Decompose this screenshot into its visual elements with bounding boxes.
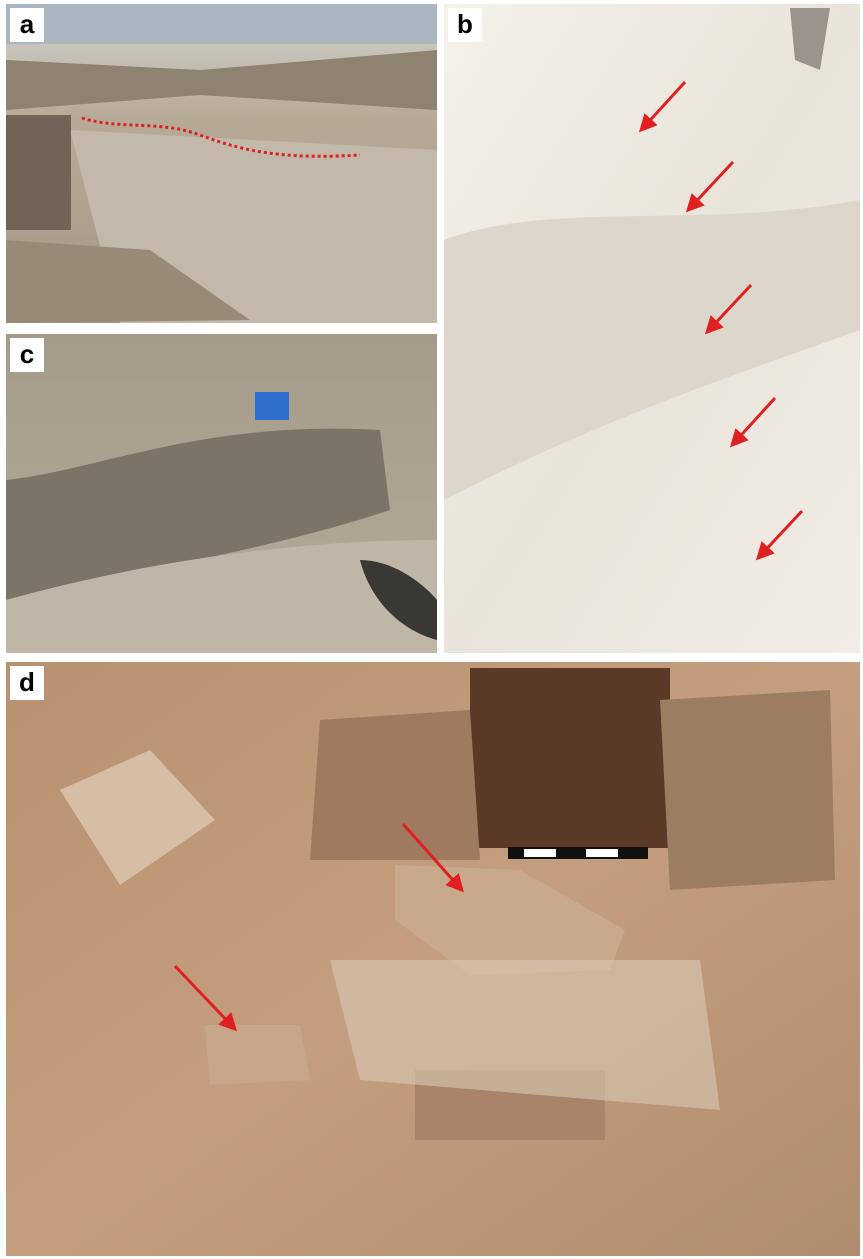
label-box <box>10 8 44 42</box>
wall <box>6 115 71 230</box>
arrow <box>638 80 687 133</box>
panel-label: d <box>19 667 35 697</box>
arrow <box>755 509 804 561</box>
label-box <box>10 338 44 372</box>
panel-a: a <box>6 4 437 323</box>
jar <box>660 690 835 890</box>
stones <box>6 240 250 323</box>
stones <box>6 428 390 600</box>
arrow <box>685 160 735 213</box>
label-box <box>448 8 482 42</box>
arrow <box>729 396 777 448</box>
panel-label: c <box>20 339 34 369</box>
block <box>60 750 215 885</box>
arrow <box>704 283 753 335</box>
panel-c: c <box>6 334 437 653</box>
rubble <box>6 50 437 110</box>
dotted-line <box>81 116 361 158</box>
slab <box>205 1025 310 1085</box>
arrow <box>173 964 238 1032</box>
scale-bar <box>508 847 648 859</box>
panel-label: b <box>457 9 473 39</box>
panel-label: a <box>20 9 35 39</box>
section <box>444 200 860 500</box>
floor <box>6 540 437 653</box>
panel-d: d <box>6 662 860 1256</box>
slab <box>395 865 625 975</box>
panel-b: b <box>444 4 860 653</box>
pit <box>470 668 670 848</box>
shadow <box>790 8 830 70</box>
shadow <box>360 560 437 640</box>
block <box>310 710 480 860</box>
arrow <box>401 823 464 893</box>
sky <box>6 4 437 44</box>
label-box <box>10 666 44 700</box>
bucket <box>255 392 289 420</box>
bones <box>330 960 720 1110</box>
